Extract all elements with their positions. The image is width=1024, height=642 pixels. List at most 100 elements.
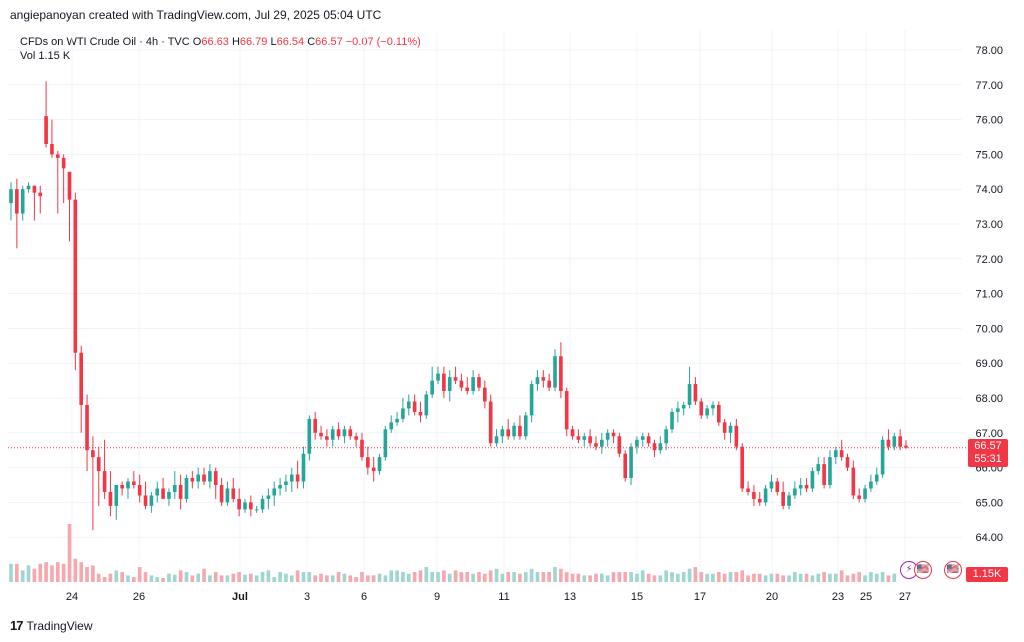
volume-bar <box>167 573 171 582</box>
candle-body <box>237 498 241 510</box>
candle-body <box>564 391 569 430</box>
volume-bar <box>401 572 405 582</box>
candle-body <box>465 387 470 392</box>
volume-bar <box>67 524 72 582</box>
close-label: C <box>307 36 316 48</box>
candle-body <box>722 422 727 433</box>
y-tick-label: 74.00 <box>975 184 1003 196</box>
candle-body <box>26 185 31 190</box>
candle-body <box>430 380 434 395</box>
candle-body <box>301 453 306 482</box>
candle-body <box>231 488 236 499</box>
volume-bar <box>44 562 48 582</box>
volume-bar <box>769 573 774 582</box>
volume-bar <box>600 573 604 582</box>
volume-bar <box>781 575 785 582</box>
volume-bar <box>313 575 317 582</box>
x-tick-label: 3 <box>304 591 310 603</box>
volume-bar <box>278 572 282 582</box>
candle-body <box>120 485 124 489</box>
candle-body <box>79 352 84 405</box>
candle-body <box>418 411 423 416</box>
y-tick-label: 68.00 <box>975 393 1003 405</box>
brand-name[interactable]: TradingView <box>26 618 93 633</box>
volume-bar <box>190 575 195 582</box>
candle-body <box>716 404 721 423</box>
candle-body <box>38 192 43 197</box>
volume-bar <box>231 573 236 582</box>
candle-body <box>32 185 37 193</box>
volume-bar <box>752 573 756 582</box>
volume-bar <box>424 567 429 582</box>
volume-bar <box>892 573 897 582</box>
low-value: 66.54 <box>276 36 305 48</box>
volume-label: Vol <box>20 50 36 62</box>
volume-bar <box>237 572 241 582</box>
volume-bar <box>822 572 826 582</box>
volume-legend: Vol 1.15 K <box>20 50 70 62</box>
volume-bar <box>389 570 394 582</box>
x-tick-label: 9 <box>434 591 440 603</box>
symbol-title[interactable]: CFDs on WTI Crude Oil · 4h · TVC <box>20 36 190 48</box>
volume-bar <box>383 575 388 582</box>
candle-body <box>892 436 897 447</box>
open-value: 66.63 <box>201 36 229 48</box>
volume-bar <box>289 575 294 582</box>
candle-body <box>804 485 809 489</box>
volume-bar <box>243 574 247 582</box>
us-flag-icon-2[interactable]: 🇺🇸 <box>944 561 962 579</box>
candle-body <box>61 157 66 169</box>
volume-bar <box>91 565 95 582</box>
candle-body <box>325 436 329 440</box>
volume-bar <box>395 570 399 582</box>
candle-body <box>816 464 821 472</box>
candle-body <box>746 488 750 492</box>
candle-body <box>664 429 668 444</box>
volume-bar <box>38 563 43 582</box>
candle-body <box>904 445 908 448</box>
volume-bar <box>559 568 563 582</box>
volume-bar <box>617 572 622 582</box>
candle-body <box>73 199 78 353</box>
candle-body <box>313 418 317 433</box>
candle-body <box>681 404 686 409</box>
us-flag-icon[interactable]: 🇺🇸 <box>914 561 932 579</box>
bar-countdown: 55:31 <box>974 453 1002 465</box>
candle-body <box>839 450 844 458</box>
candle-body <box>512 425 516 437</box>
candle-body <box>582 436 587 440</box>
last-price-badge: 66.57 55:31 <box>968 439 1008 467</box>
volume-bar <box>213 572 218 582</box>
volume-bar <box>307 572 312 582</box>
candle-body <box>85 404 89 451</box>
candle-body <box>377 457 382 472</box>
volume-bar <box>172 574 177 582</box>
candle-body <box>898 436 902 447</box>
candle-body <box>506 429 511 437</box>
candle-body <box>869 481 873 489</box>
volume-bar <box>664 570 668 582</box>
candle-body <box>295 474 300 482</box>
y-tick-label: 75.00 <box>975 149 1003 161</box>
y-tick-label: 69.00 <box>975 358 1003 370</box>
volume-bar <box>787 575 791 582</box>
candle-body <box>436 373 440 381</box>
candle-body <box>600 439 604 447</box>
volume-bar <box>716 572 721 582</box>
volume-bar <box>249 573 253 582</box>
candle-body <box>652 443 657 451</box>
volume-bar <box>594 573 598 582</box>
volume-bar <box>453 570 458 582</box>
volume-bar <box>301 572 306 582</box>
volume-bar <box>330 575 335 582</box>
candle-body <box>366 457 370 468</box>
volume-bar <box>646 573 651 582</box>
candle-body <box>143 495 148 506</box>
candle-body <box>44 116 48 144</box>
volume-bar <box>793 572 797 582</box>
x-tick-label: 26 <box>133 591 145 603</box>
candle-body <box>243 502 247 510</box>
volume-bar <box>523 572 528 582</box>
candle-body <box>307 418 312 454</box>
